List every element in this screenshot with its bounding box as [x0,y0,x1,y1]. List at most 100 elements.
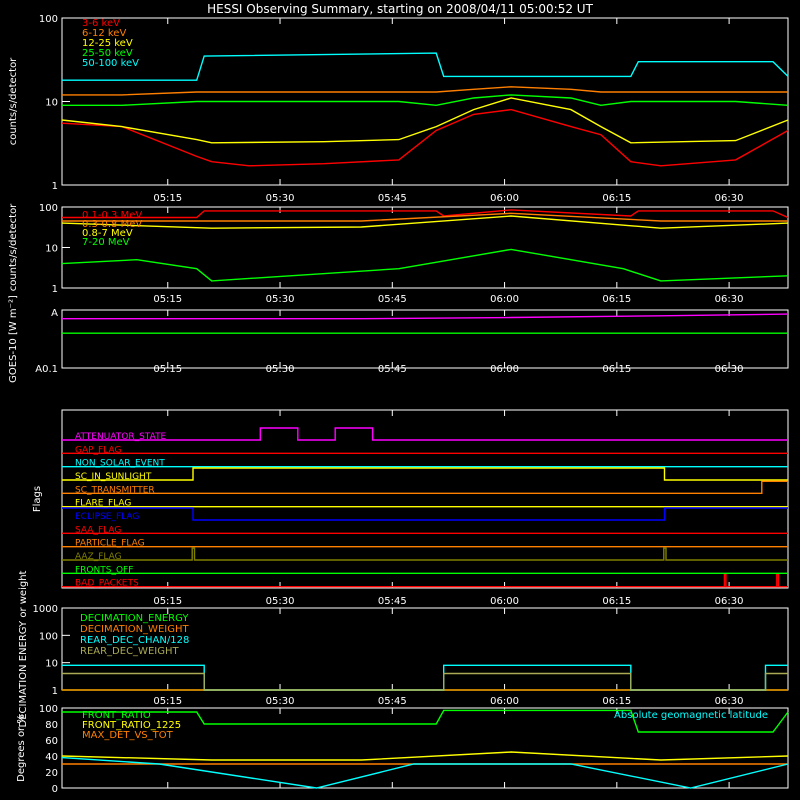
legend-entry: 50-100 keV [82,58,139,69]
y-tick-label: 1 [52,181,58,192]
flag-line [62,507,788,521]
y-tick-label: 100 [39,631,58,642]
y-tick-label: A [51,308,58,319]
y-axis-label: Flags [32,486,43,512]
y-tick-label: 100 [39,14,58,25]
series-line [62,672,788,691]
flag-label: GAP_FLAG [75,445,121,455]
legend-entry: REAR_DEC_WEIGHT [80,646,179,657]
x-tick-label: 06:30 [715,294,744,305]
y-tick-label: A0.1 [35,364,58,375]
x-tick-label: 06:00 [490,364,519,375]
x-tick-label: 06:15 [602,294,631,305]
series-line [62,709,789,733]
y-tick-label: 0 [52,784,58,795]
x-tick-label: 05:15 [153,696,182,707]
flag-label: ATTENUATOR_STATE [75,432,167,442]
x-tick-label: 05:45 [378,696,407,707]
x-tick-label: 06:30 [715,193,744,204]
flag-line [62,427,788,441]
x-tick-label: 06:15 [602,696,631,707]
legend-entry: Absolute geomagnetic latitude [614,710,768,721]
x-tick-label: 05:15 [153,596,182,607]
flag-label: FRONTS_OFF [75,565,133,575]
flag-line [62,547,788,561]
y-tick-label: 80 [45,720,58,731]
flag-label: PARTICLE_FLAG [75,539,145,549]
legend-entry: REAR_DEC_CHAN/128 [80,635,189,646]
x-tick-label: 06:30 [715,696,744,707]
series-line [61,215,789,229]
y-tick-label: 100 [39,704,58,715]
series-line [62,313,789,320]
series-line [62,212,788,222]
x-tick-label: 05:30 [266,696,295,707]
y-axis-label: counts/s/detector [8,203,19,291]
series-line [61,756,789,789]
legend-entry: 7-20 MeV [82,237,130,248]
y-tick-label: 10 [45,98,58,109]
flag-label: BAD_PACKETS [75,579,139,589]
flag-line [62,467,788,481]
y-tick-label: 10 [45,244,58,255]
legend-entry: 12-25 keV [82,38,133,49]
legend-entry: 6-12 keV [82,28,126,39]
x-tick-label: 06:00 [490,193,519,204]
legend-entry: 0.8-7 MeV [82,228,133,239]
page-title: HESSI Observing Summary, starting on 200… [207,2,593,16]
x-tick-label: 06:00 [490,294,519,305]
flag-label: AAZ_FLAG [75,552,122,562]
series-line [61,97,789,144]
panel-frame-5 [61,707,789,789]
flag-label: SC_TRANSMITTER [75,485,155,495]
x-tick-label: 06:15 [602,596,631,607]
y-tick-label: 100 [39,203,58,214]
y-tick-label: 20 [45,768,58,779]
x-tick-label: 05:15 [153,193,182,204]
y-axis-label: DECIMATION ENERGY or weight [18,570,29,727]
flag-label: NON_SOLAR_EVENT [75,459,165,469]
y-axis-label: Degrees or % [16,714,27,782]
series-line [62,86,788,96]
x-tick-label: 05:45 [378,596,407,607]
x-tick-label: 05:30 [266,596,295,607]
x-tick-label: 06:00 [490,596,519,607]
y-axis-label: GOES-10 [W m⁻²] [8,295,19,383]
x-tick-label: 05:30 [266,193,295,204]
y-tick-label: 40 [45,752,58,763]
series-line [62,209,789,219]
legend-entry: 25-50 keV [82,48,133,59]
y-tick-label: 1000 [33,604,58,615]
x-tick-label: 05:45 [378,294,407,305]
y-tick-label: 10 [45,659,58,670]
x-tick-label: 05:30 [266,364,295,375]
x-tick-label: 05:45 [378,364,407,375]
y-tick-label: 60 [45,736,58,747]
series-line [61,108,789,167]
flag-label: SAA_FLAG [75,525,121,535]
legend-entry: 3-6 keV [82,18,120,29]
legend-entry: 0.1-0.3 MeV [82,210,142,221]
y-tick-label: 1 [52,284,58,295]
flag-label: SC_IN_SUNLIGHT [75,472,152,482]
flag-line [62,480,788,494]
series-line [61,248,789,282]
legend-entry: FRONT_RATIO [82,710,151,721]
flag-line [62,574,788,588]
x-tick-label: 06:30 [715,596,744,607]
legend-entry: DECIMATION_ENERGY [80,613,189,624]
x-tick-label: 05:30 [266,294,295,305]
x-tick-label: 05:15 [153,364,182,375]
x-tick-label: 06:30 [715,364,744,375]
series-line [62,664,788,691]
panel-frame-2 [61,309,789,369]
x-tick-label: 05:45 [378,193,407,204]
series-line [62,52,789,81]
flag-label: ECLIPSE_FLAG [75,512,139,522]
x-tick-label: 06:15 [602,364,631,375]
series-line [61,751,789,761]
legend-entry: DECIMATION_WEIGHT [80,624,189,635]
x-tick-label: 05:15 [153,294,182,305]
